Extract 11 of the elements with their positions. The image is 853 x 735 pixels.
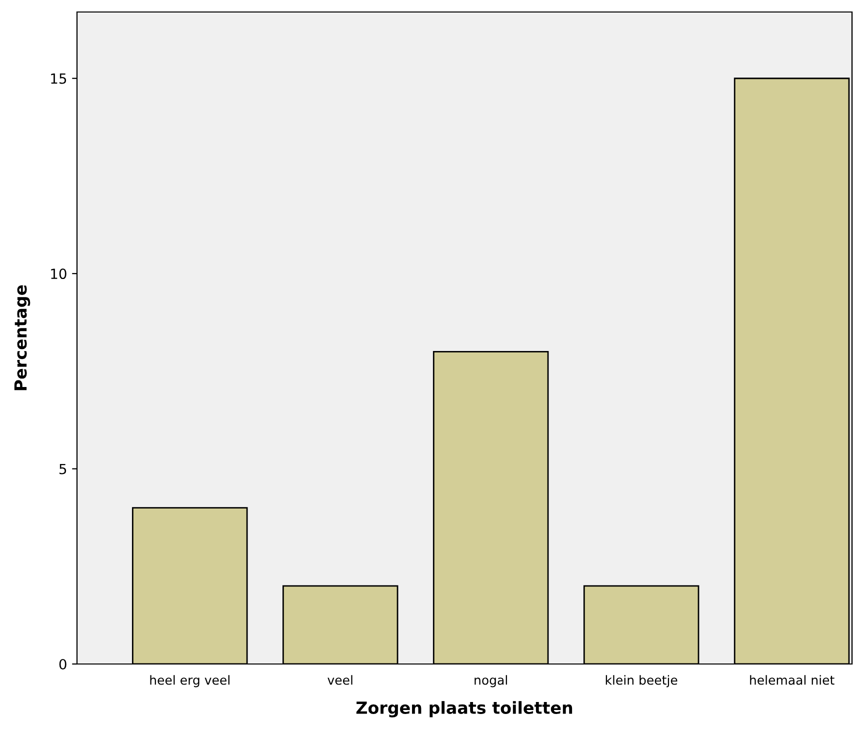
y-axis-title: Percentage <box>14 285 30 390</box>
x-axis-title: Zorgen plaats toiletten <box>356 701 572 718</box>
x-tick-label: veel <box>328 675 352 685</box>
x-tick-label: nogal <box>474 675 507 688</box>
y-tick-label: 15 <box>51 74 66 84</box>
y-tick-label: 10 <box>51 268 66 280</box>
x-tick-label: heel erg veel <box>150 675 230 688</box>
y-tick-label: 0 <box>59 658 66 670</box>
x-tick-label: klein beetje <box>606 675 678 688</box>
x-tick-label: helemaal niet <box>750 675 834 685</box>
y-tick-label: 5 <box>60 464 66 474</box>
